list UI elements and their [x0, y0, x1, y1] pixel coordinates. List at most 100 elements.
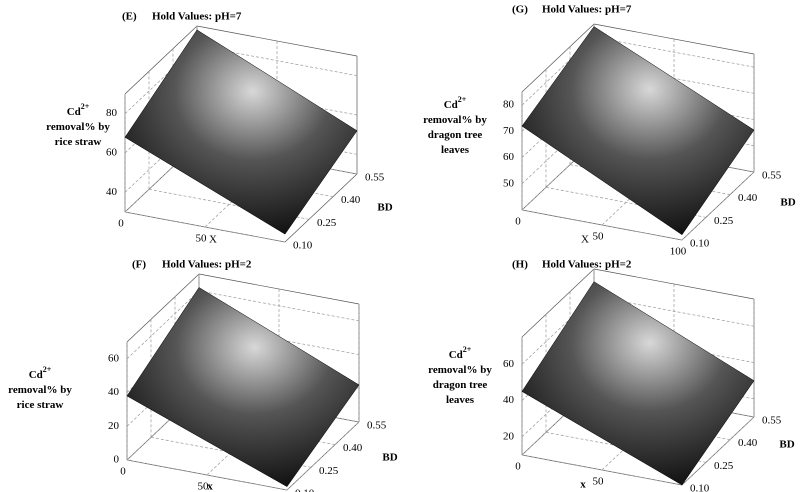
z-tick-label: 20 — [503, 430, 515, 442]
response-surface — [521, 26, 755, 236]
plot-title: Hold Values: pH=7 — [542, 4, 632, 16]
grid-line — [126, 459, 288, 491]
z-label-sup: 2+ — [463, 345, 472, 354]
x-axis-label: X — [581, 234, 589, 246]
z-label-line: leaves — [446, 394, 475, 406]
panel-label: (H) — [512, 259, 528, 271]
x-tick-label: 0 — [120, 466, 126, 478]
z-label-line: removal% by — [8, 384, 72, 396]
z-axis-label: Cd2+ removal% by dragon tree leaves — [423, 95, 487, 156]
y-tick-label: 0.40 — [341, 194, 361, 206]
z-label-line: removal% by — [423, 114, 487, 126]
x-axis-label: x — [207, 481, 213, 492]
response-surface — [124, 29, 358, 235]
z-tick-label: 40 — [108, 386, 120, 398]
surface-plot: 02040600501000.100.250.400.55(F)Hold Val… — [8, 259, 398, 492]
panel-label: (E) — [122, 11, 137, 23]
plot-title: Hold Values: pH=7 — [152, 11, 242, 23]
z-tick-label: 40 — [503, 394, 515, 406]
z-tick-label: 0 — [114, 454, 120, 466]
y-tick-label: 0.40 — [343, 442, 363, 454]
plot-title: Hold Values: pH=2 — [162, 259, 252, 271]
y-axis-label: BD — [780, 197, 795, 209]
z-tick-label: 70 — [503, 125, 515, 137]
y-tick-label: 0.55 — [367, 420, 387, 432]
panel-label: (G) — [512, 4, 528, 16]
y-tick-label: 0.25 — [714, 460, 734, 472]
z-axis-label: Cd2+ removal% by rice straw — [8, 365, 72, 411]
z-label-sup: 2+ — [458, 95, 467, 104]
z-label-base: Cd — [449, 349, 463, 361]
x-axis-label: X — [209, 234, 217, 246]
y-axis-label: BD — [779, 439, 794, 451]
grid-line — [126, 290, 200, 360]
y-tick-label: 0.55 — [365, 172, 385, 184]
grid-line — [124, 211, 286, 243]
y-tick-label: 0.55 — [762, 415, 782, 427]
grid-line — [521, 454, 683, 486]
y-tick-label: 0.10 — [690, 483, 710, 492]
z-label-sup: 2+ — [43, 365, 52, 374]
box-edge — [126, 273, 200, 343]
y-axis-label: BD — [377, 202, 392, 214]
x-tick-label: 100 — [670, 491, 687, 492]
z-tick-label: 80 — [106, 107, 118, 119]
y-tick-label: 0.25 — [319, 465, 339, 477]
x-tick-label: 0 — [515, 461, 521, 473]
response-surface — [521, 281, 755, 486]
x-tick-label: 100 — [670, 246, 687, 258]
x-tick-label: 50 — [593, 476, 605, 488]
y-tick-label: 0.10 — [293, 240, 313, 252]
z-label-base: Cd — [444, 99, 458, 111]
z-label-line: leaves — [441, 144, 470, 156]
z-label-line: rice straw — [17, 399, 64, 411]
z-label-line: removal% by — [46, 121, 110, 133]
z-label-sup: 2+ — [81, 102, 90, 111]
z-tick-label: 20 — [108, 420, 120, 432]
box-edge — [521, 268, 595, 338]
y-tick-label: 0.40 — [738, 437, 758, 449]
z-label-line: dragon tree — [428, 129, 483, 141]
x-tick-label: 50 — [196, 233, 208, 245]
z-tick-label: 60 — [106, 147, 118, 159]
box-edge — [284, 173, 358, 243]
y-tick-label: 0.10 — [690, 238, 710, 250]
y-tick-label: 0.25 — [714, 215, 734, 227]
z-label-line: dragon tree — [433, 379, 488, 391]
z-tick-label: 80 — [503, 99, 515, 111]
z-tick-label: 60 — [108, 352, 120, 364]
panel-label: (F) — [132, 259, 146, 271]
y-tick-label: 0.10 — [295, 488, 315, 492]
box-edge — [521, 23, 595, 93]
plot-title: Hold Values: pH=2 — [542, 259, 632, 271]
z-label-line: removal% by — [428, 364, 492, 376]
z-tick-label: 60 — [503, 151, 515, 163]
x-tick-label: 0 — [515, 216, 521, 228]
z-label-line: rice straw — [55, 136, 102, 148]
x-axis-label: x — [580, 479, 586, 491]
grid-line — [286, 421, 360, 491]
grid-line — [681, 171, 755, 241]
response-surface — [126, 287, 360, 487]
x-tick-label: 50 — [593, 231, 605, 243]
box-edge — [124, 25, 198, 95]
z-axis-label: Cd2+ removal% by dragon tree leaves — [428, 345, 492, 406]
grid-line — [593, 36, 755, 68]
surface-plot: 40 60 80 0 50 0.10 0.25 0.40 0.55 (E) Hold Values:… — [46, 11, 393, 252]
x-tick-label: 0 — [118, 218, 124, 230]
z-tick-label: 40 — [106, 186, 118, 198]
y-axis-label: BD — [382, 452, 397, 464]
grid-line — [521, 209, 683, 241]
y-tick-label: 0.55 — [762, 170, 782, 182]
z-tick-label: 60 — [503, 358, 515, 370]
x-tick-label: 50 — [198, 481, 210, 492]
z-label-base: Cd — [67, 106, 81, 118]
z-label-base: Cd — [29, 369, 43, 381]
grid-line — [681, 416, 755, 486]
z-tick-label: 50 — [503, 177, 515, 189]
y-tick-label: 0.40 — [738, 192, 758, 204]
z-axis-label: Cd2+ removal% by rice straw — [46, 102, 110, 148]
